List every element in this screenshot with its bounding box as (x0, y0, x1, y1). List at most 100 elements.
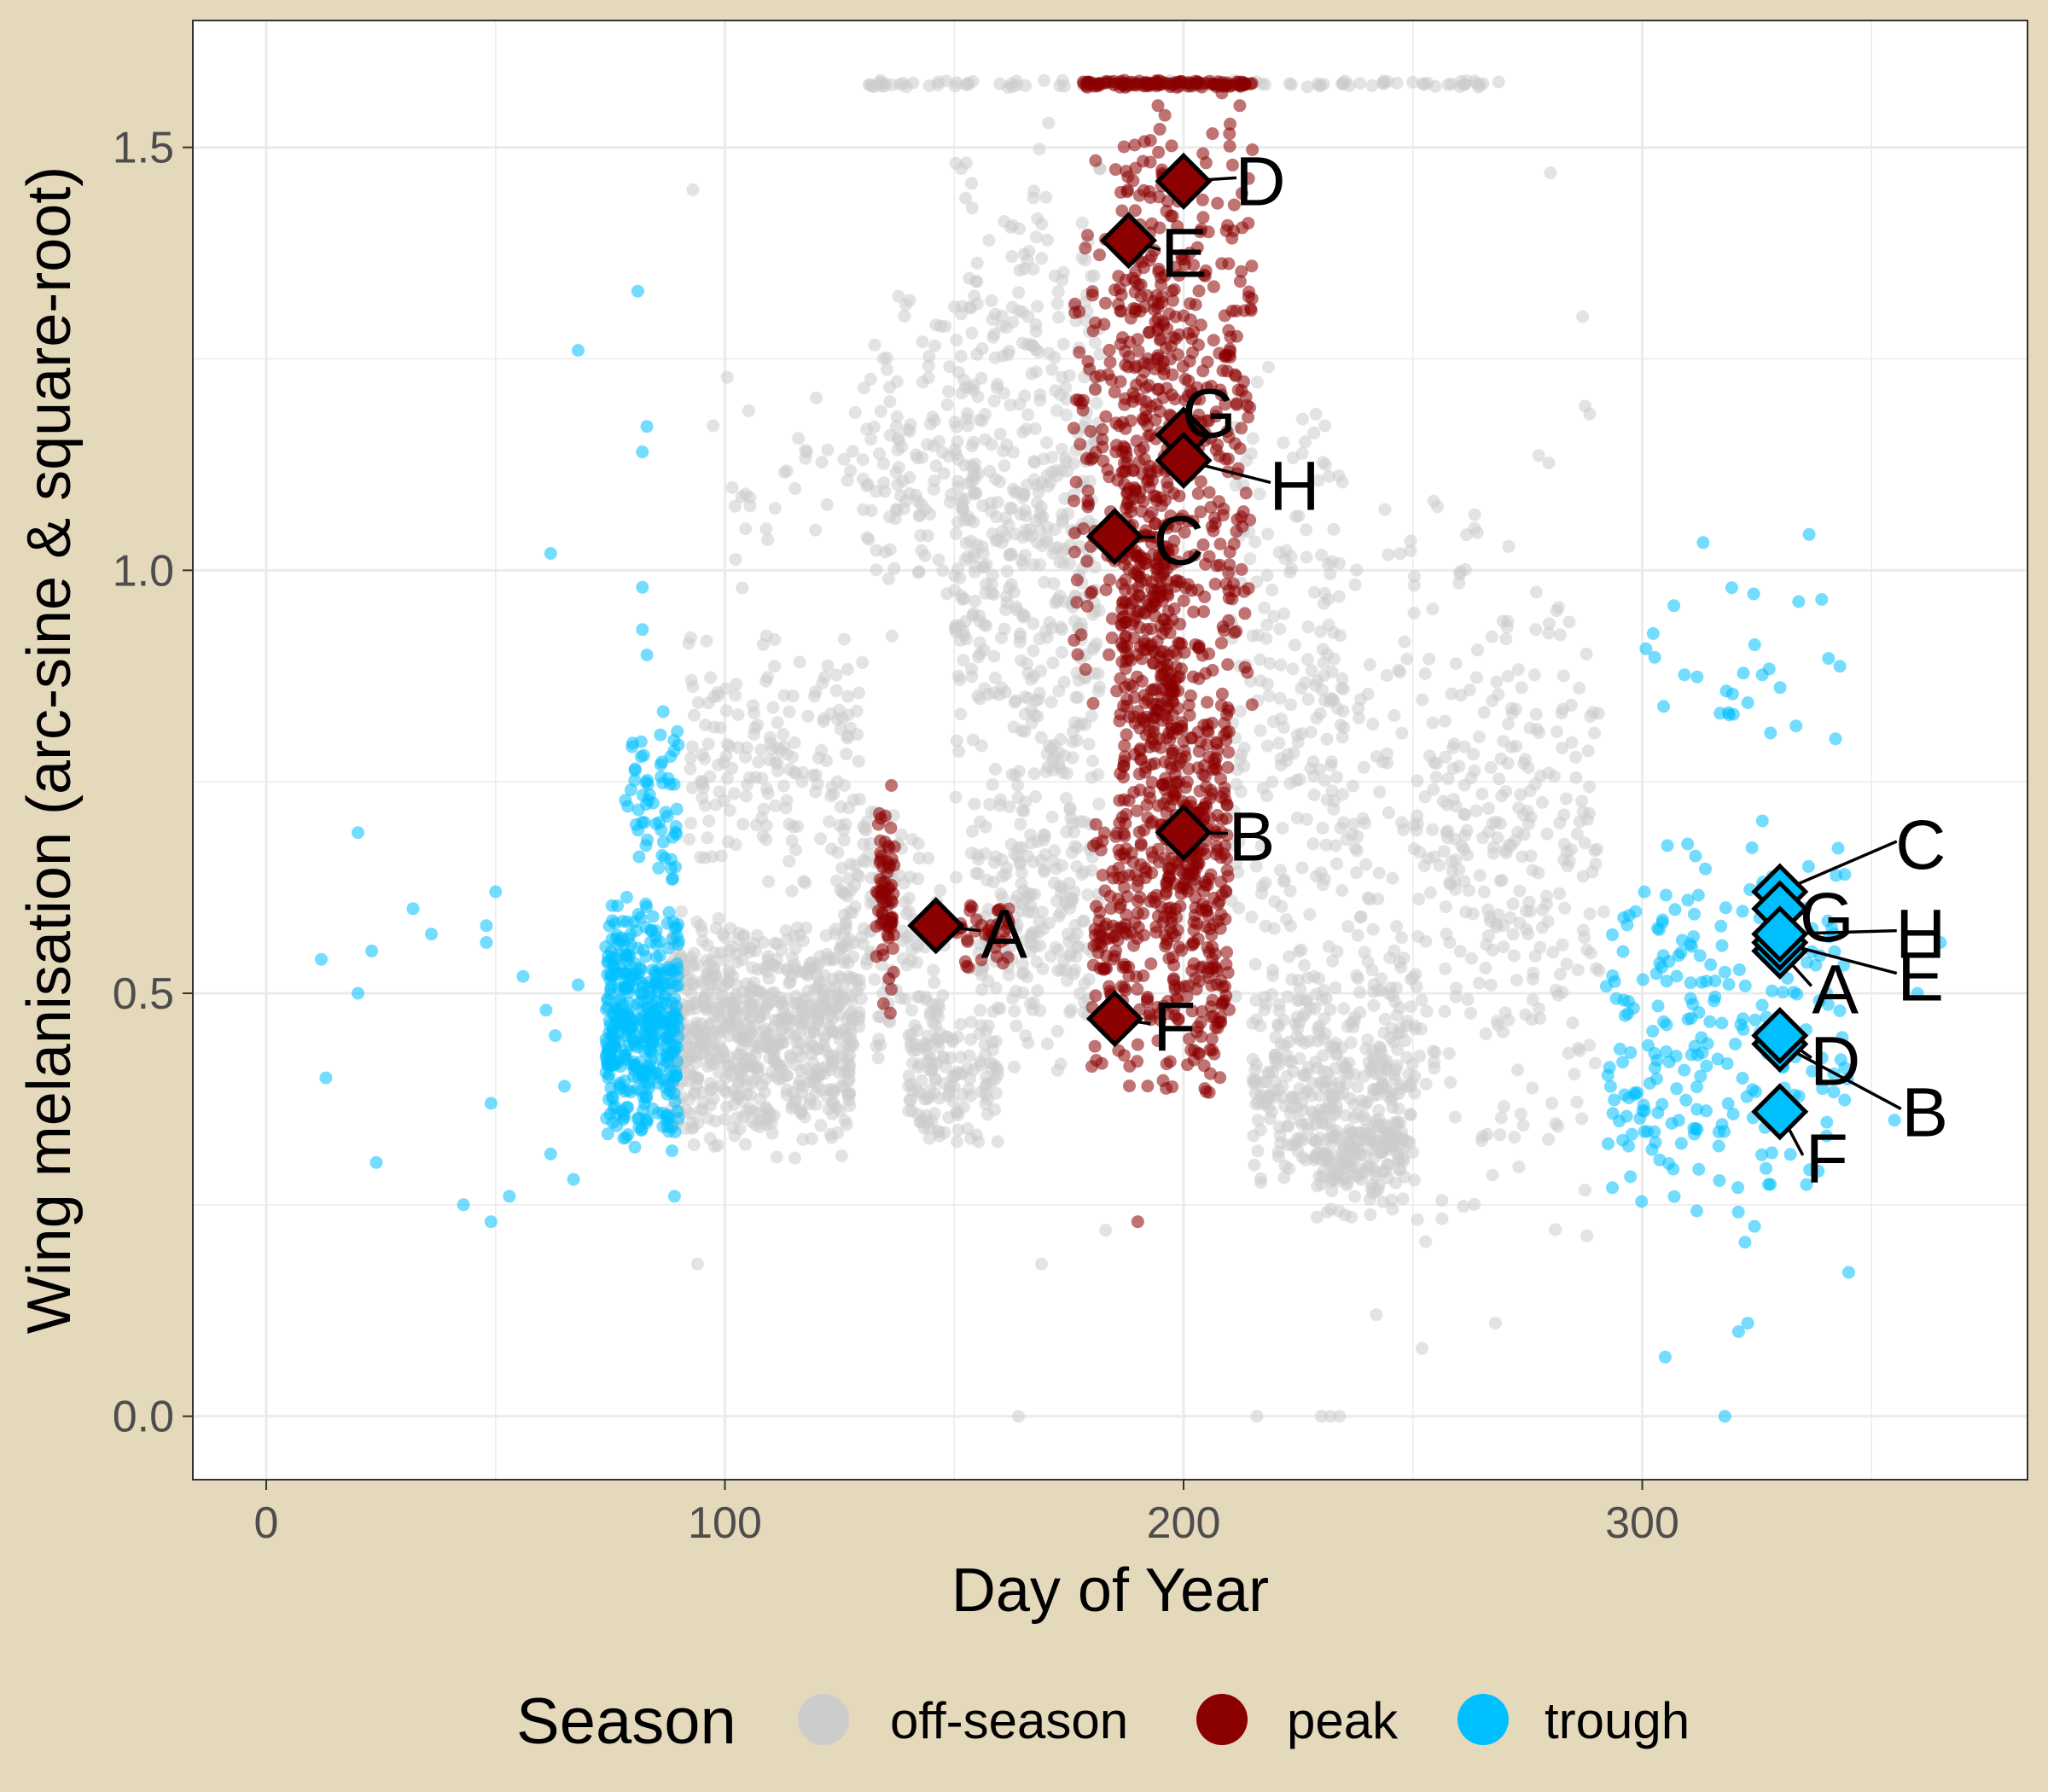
point-off-season (905, 954, 918, 968)
point-off-season (739, 522, 753, 536)
point-off-season (1356, 812, 1370, 825)
point-off-season (686, 183, 700, 196)
point-off-season (974, 1004, 987, 1017)
point-off-season (1380, 669, 1393, 683)
point-off-season (1262, 689, 1276, 702)
point-off-season (1510, 974, 1523, 987)
point-off-season (929, 459, 943, 473)
point-trough (1657, 700, 1670, 713)
point-peak (1124, 414, 1137, 428)
point-off-season (835, 1149, 848, 1162)
point-off-season (1426, 716, 1440, 730)
point-off-season (948, 300, 961, 314)
point-off-season (868, 338, 881, 352)
point-trough (1755, 1148, 1769, 1161)
point-trough (1639, 642, 1653, 655)
point-off-season (1015, 841, 1028, 854)
point-off-season (1300, 812, 1313, 826)
point-off-season (1523, 721, 1537, 735)
point-off-season (985, 294, 998, 307)
point-peak (1092, 928, 1106, 941)
point-peak (876, 943, 889, 957)
point-off-season (1382, 1158, 1395, 1172)
point-off-season (1036, 962, 1050, 975)
point-trough (603, 1108, 617, 1120)
point-peak (1119, 345, 1132, 358)
point-off-season (1299, 993, 1312, 1007)
point-trough (1690, 670, 1704, 684)
point-off-season (1462, 884, 1475, 897)
point-peak (1101, 463, 1114, 476)
point-off-season (1318, 1103, 1332, 1117)
point-trough (1624, 1046, 1638, 1060)
point-off-season (1048, 876, 1062, 890)
point-off-season (733, 1122, 747, 1136)
point-off-season (1588, 1056, 1602, 1070)
point-off-season (675, 905, 688, 918)
point-off-season (1328, 1041, 1341, 1054)
point-off-season (1336, 1152, 1350, 1166)
point-off-season (1486, 694, 1499, 707)
point-off-season (892, 431, 905, 445)
point-off-season (1056, 556, 1070, 570)
point-trough (619, 794, 632, 807)
point-trough (1624, 1170, 1638, 1184)
point-trough (659, 806, 672, 819)
point-off-season (951, 515, 964, 529)
point-trough (1688, 907, 1701, 921)
point-off-season (761, 997, 775, 1010)
point-off-season (928, 1003, 942, 1016)
point-off-season (695, 791, 709, 805)
point-trough (628, 1039, 642, 1052)
point-off-season (1003, 800, 1016, 813)
point-off-season (1246, 629, 1260, 643)
point-off-season (1015, 866, 1028, 880)
point-off-season (783, 705, 796, 719)
point-off-season (951, 1030, 964, 1044)
point-off-season (1319, 992, 1333, 1005)
point-off-season (1065, 846, 1079, 859)
point-off-season (1056, 513, 1070, 527)
point-off-season (1050, 297, 1064, 311)
point-off-season (969, 595, 982, 608)
point-trough (1620, 918, 1634, 932)
point-off-season (1418, 790, 1432, 804)
point-peak (876, 997, 890, 1010)
point-trough (1655, 916, 1669, 929)
point-off-season (1040, 468, 1054, 482)
point-off-season (728, 787, 741, 800)
point-off-season (1428, 1056, 1440, 1069)
point-off-season (986, 1004, 1000, 1018)
point-off-season (821, 659, 835, 672)
point-trough (1679, 1093, 1693, 1107)
point-off-season (1044, 695, 1058, 709)
point-trough (1700, 1059, 1713, 1073)
point-off-season (687, 1024, 701, 1038)
point-off-season (786, 750, 799, 764)
point-off-season (928, 414, 941, 428)
point-peak (882, 972, 896, 986)
point-off-season (1527, 668, 1541, 682)
point-off-season (1309, 678, 1323, 692)
point-peak (1067, 422, 1080, 435)
point-off-season (819, 928, 833, 942)
point-off-season (985, 586, 998, 600)
point-off-season (1495, 789, 1509, 803)
point-off-season (858, 822, 871, 835)
point-off-season (843, 721, 857, 735)
point-off-season (1315, 549, 1329, 561)
point-peak (1127, 614, 1141, 627)
point-trough (667, 734, 681, 747)
point-off-season (1099, 1224, 1113, 1237)
point-off-season (1484, 978, 1498, 992)
point-off-season (915, 1073, 928, 1087)
point-off-season (792, 432, 806, 445)
point-trough (1658, 1350, 1672, 1364)
point-peak (884, 821, 898, 835)
point-off-season (1372, 866, 1386, 880)
point-off-season (1003, 548, 1016, 561)
point-off-season (1335, 788, 1349, 801)
point-off-season (1005, 300, 1019, 314)
point-off-season (932, 1125, 945, 1138)
point-off-season (936, 564, 950, 578)
